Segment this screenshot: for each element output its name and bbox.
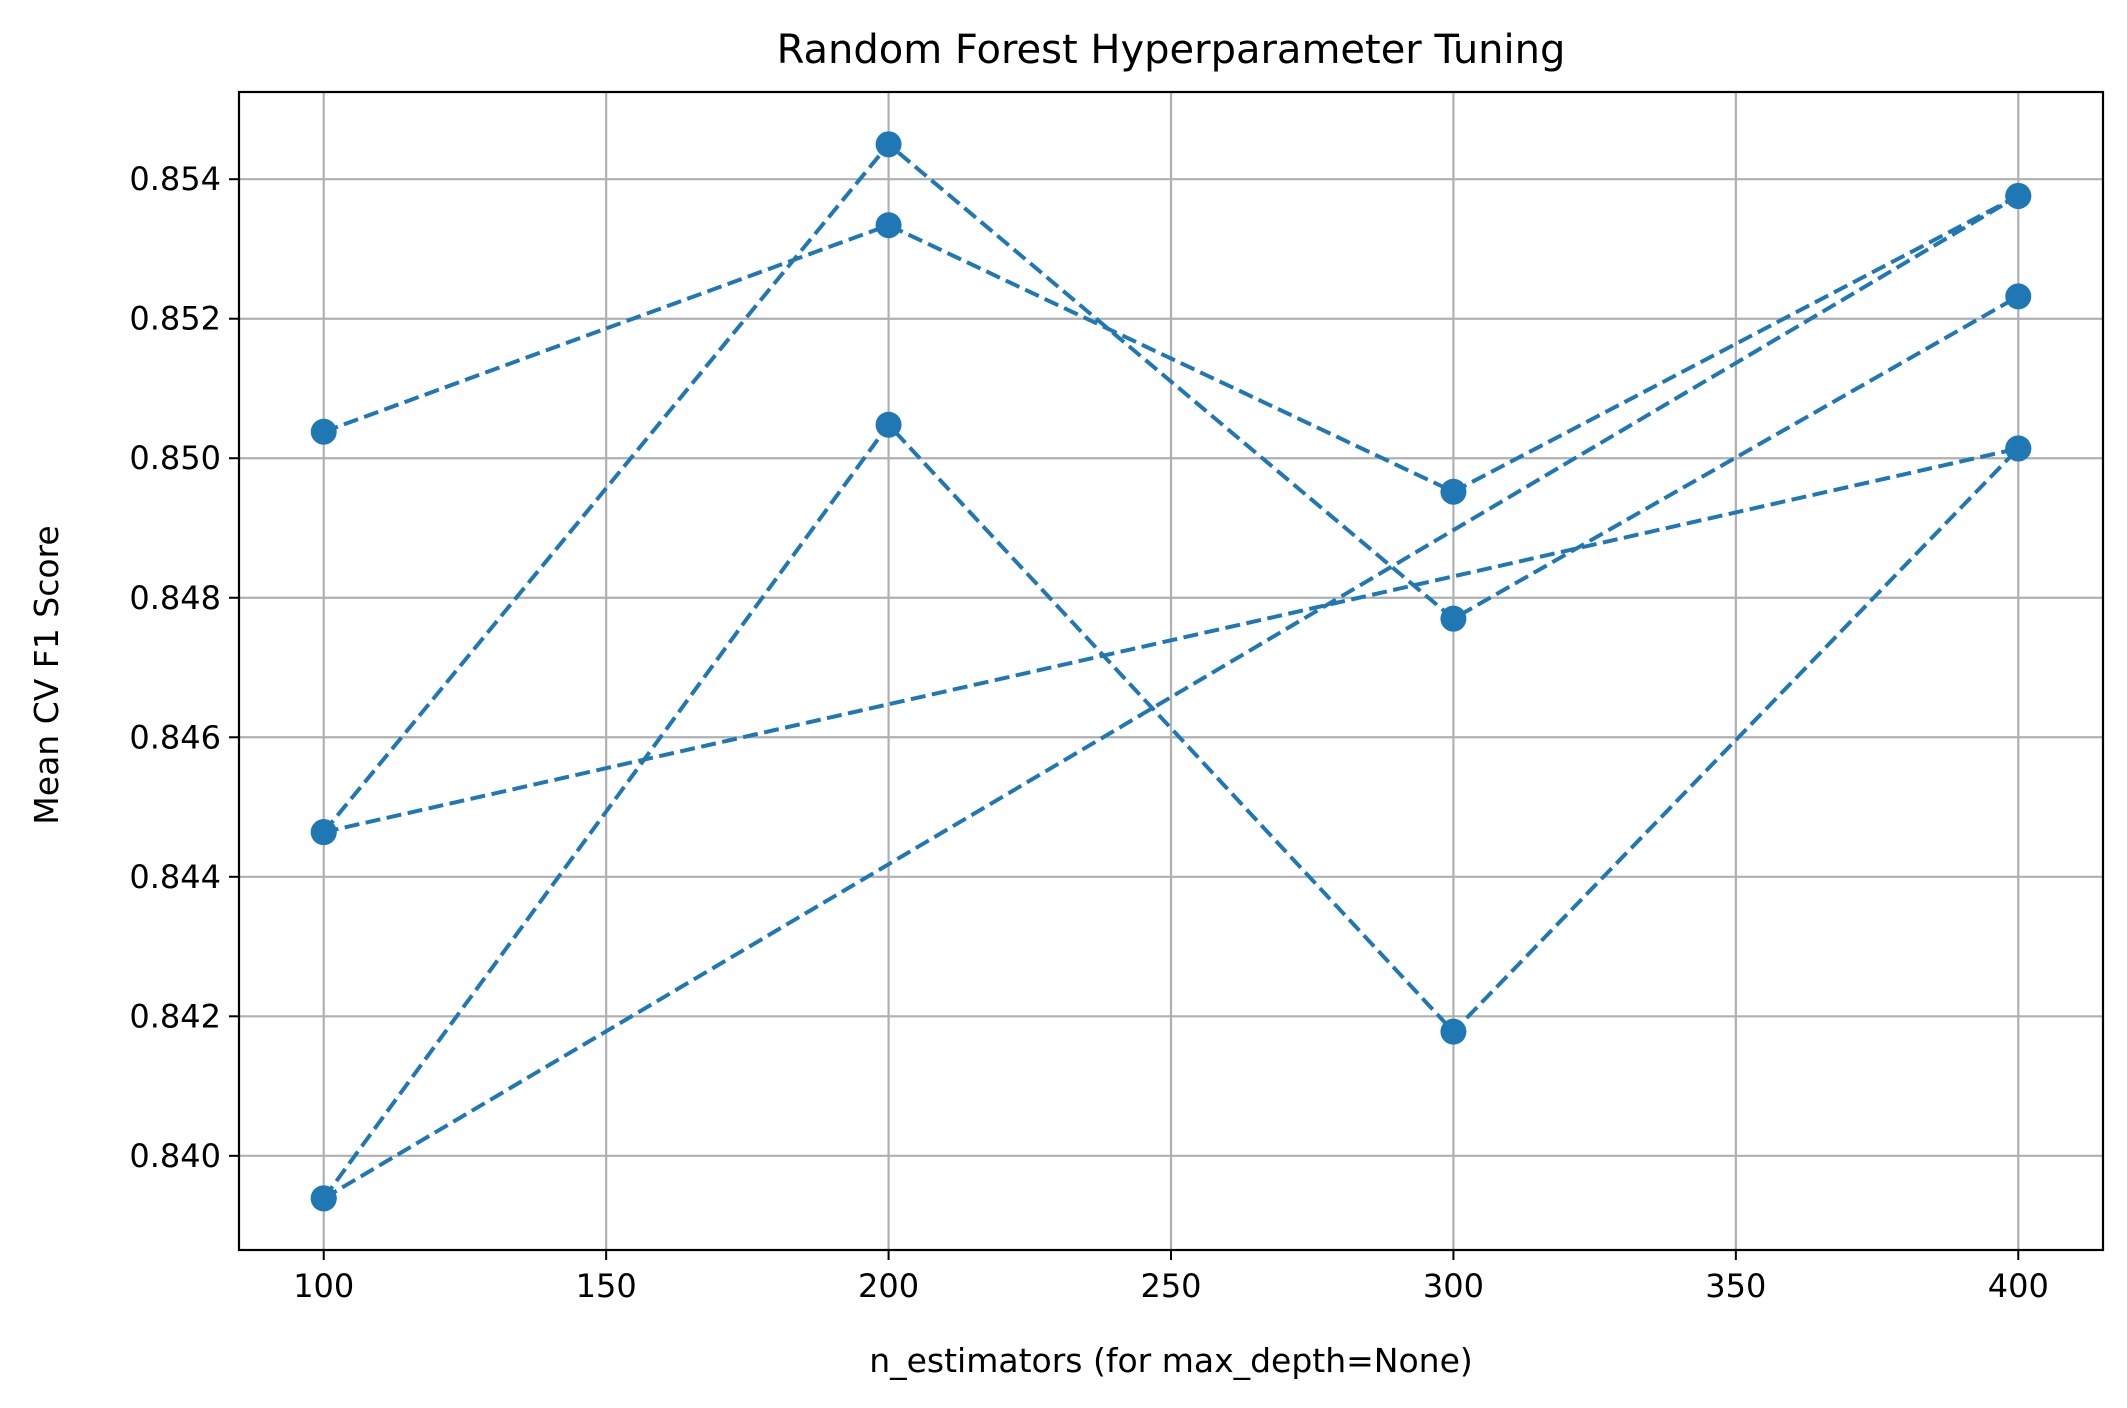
data-point — [875, 131, 902, 158]
data-point — [2005, 182, 2032, 209]
y-tick-label: 0.850 — [129, 439, 221, 477]
data-point — [1440, 605, 1467, 632]
series-line — [323, 446, 2019, 835]
x-tick-label: 250 — [1140, 1267, 1201, 1305]
y-tick-label: 0.844 — [129, 858, 221, 896]
y-tick-label: 0.854 — [129, 160, 221, 198]
data-point — [310, 1185, 337, 1212]
data-point — [875, 212, 902, 239]
chart-title: Random Forest Hyperparameter Tuning — [777, 27, 1566, 73]
data-point — [1440, 1018, 1467, 1045]
y-tick-label: 0.842 — [129, 997, 221, 1035]
y-tick-label: 0.846 — [129, 718, 221, 756]
data-point — [2005, 435, 2032, 462]
series-line — [323, 194, 2020, 494]
y-tick-label: 0.840 — [129, 1137, 221, 1175]
series-line — [322, 142, 2020, 834]
data-point — [310, 819, 337, 846]
x-tick-label: 350 — [1705, 1267, 1766, 1305]
series-5 — [322, 194, 2020, 1201]
series-4 — [323, 446, 2019, 835]
series-line — [322, 422, 2020, 1200]
data-point — [1440, 478, 1467, 505]
grid-layer — [239, 92, 2103, 1250]
y-axis-label: Mean CV F1 Score — [27, 525, 66, 824]
data-point — [2005, 283, 2032, 310]
x-tick-label: 300 — [1423, 1267, 1484, 1305]
y-tick-label: 0.848 — [129, 579, 221, 617]
series-3 — [322, 422, 2020, 1200]
series-1 — [323, 194, 2020, 494]
tick-layer: 100 150 200 250 300 350 400 0.840 0.842 0.844 0.84… — [129, 160, 2048, 1305]
data-point — [310, 418, 337, 445]
x-axis-label: n_estimators (for max_depth=None) — [869, 1341, 1473, 1380]
series-layer — [310, 131, 2032, 1212]
x-tick-label: 100 — [293, 1267, 354, 1305]
series-2 — [322, 142, 2020, 834]
data-point — [875, 411, 902, 438]
series-line — [322, 194, 2020, 1201]
y-tick-label: 0.852 — [129, 300, 221, 338]
x-tick-label: 150 — [576, 1267, 637, 1305]
x-tick-label: 400 — [1988, 1267, 2049, 1305]
x-tick-label: 200 — [858, 1267, 919, 1305]
